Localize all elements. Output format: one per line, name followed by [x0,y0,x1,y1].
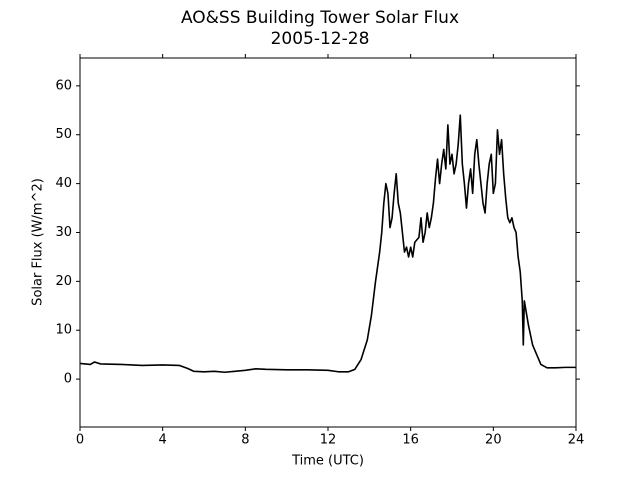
chart-title: AO&SS Building Tower Solar Flux [181,8,459,28]
y-tick-label: 60 [55,78,72,93]
x-tick-label: 24 [568,433,585,448]
plot-frame [79,57,577,428]
x-tick-label: 20 [485,433,502,448]
y-tick-label: 30 [55,225,72,240]
x-axis-label: Time (UTC) [291,454,364,469]
y-axis-label: Solar Flux (W/m^2) [31,178,46,306]
y-tick-label: 40 [55,176,72,191]
y-tick-label: 0 [64,372,72,387]
y-tick-label: 50 [55,127,72,142]
x-tick-label: 8 [241,433,249,448]
x-tick-label: 12 [320,433,337,448]
line-series [79,114,576,374]
y-tick-label: 20 [55,274,72,289]
y-tick-label: 10 [55,323,72,338]
chart-subtitle: 2005-12-28 [271,29,370,49]
x-tick-label: 4 [159,433,167,448]
x-tick-label: 0 [76,433,84,448]
x-tick-label: 16 [402,433,419,448]
